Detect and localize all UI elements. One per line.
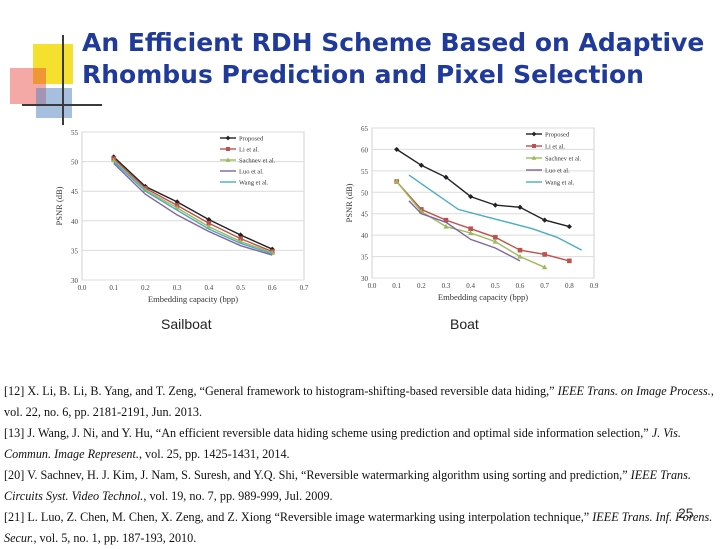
x-tick-label: 0.7 bbox=[300, 284, 309, 292]
x-tick-label: 0.8 bbox=[565, 282, 574, 290]
series-line bbox=[396, 181, 570, 262]
reference-item: [20] V. Sachnev, H. J. Kim, J. Nam, S. S… bbox=[4, 468, 691, 503]
legend-label: Li et al. bbox=[545, 144, 565, 151]
series-line bbox=[113, 156, 273, 250]
legend-label: Sachnev et al. bbox=[545, 156, 582, 163]
y-axis-label: PSNR (dB) bbox=[346, 183, 354, 222]
y-tick-label: 50 bbox=[71, 159, 79, 167]
legend-marker bbox=[531, 155, 537, 160]
x-tick-label: 0.1 bbox=[109, 284, 118, 292]
x-tick-label: 0.2 bbox=[417, 282, 426, 290]
legend-label: Luo et al. bbox=[545, 168, 570, 175]
legend-label: Proposed bbox=[545, 132, 570, 139]
x-tick-label: 0.3 bbox=[173, 284, 182, 292]
legend-marker bbox=[225, 157, 231, 162]
data-point bbox=[517, 247, 523, 253]
x-tick-label: 0.0 bbox=[368, 282, 377, 290]
reference-item: [21] L. Luo, Z. Chen, M. Chen, X. Zeng, … bbox=[4, 510, 713, 545]
sailboat-chart: 30 35 40 45 50 55 0.0 0.1 0.2 0.3 0.4 0.5 0.6 0.7 Embe… bbox=[54, 129, 309, 304]
y-axis-label: PSNR (dB) bbox=[54, 186, 64, 225]
deco-square-yellow bbox=[33, 44, 73, 84]
data-point bbox=[517, 253, 523, 259]
x-tick-label: 0.2 bbox=[141, 284, 150, 292]
series-line bbox=[113, 159, 273, 254]
x-tick-label: 0.4 bbox=[204, 284, 213, 292]
y-tick-label: 40 bbox=[361, 232, 369, 240]
y-tick-label: 45 bbox=[71, 188, 79, 196]
x-tick-label: 0.5 bbox=[491, 282, 500, 290]
data-point bbox=[468, 226, 473, 232]
data-point bbox=[542, 264, 548, 270]
y-tick-label: 35 bbox=[71, 247, 79, 255]
deco-square-blue bbox=[36, 88, 72, 118]
data-point bbox=[517, 204, 523, 210]
x-axis-label: Embedding capacity (bpp) bbox=[438, 292, 528, 302]
x-tick-label: 0.9 bbox=[590, 282, 599, 290]
caption-sailboat: Sailboat bbox=[161, 316, 212, 332]
y-tick-label: 55 bbox=[71, 129, 79, 137]
legend-label: Sachnev et al. bbox=[239, 158, 276, 165]
y-tick-label: 50 bbox=[361, 189, 369, 197]
legend-label: Li et al. bbox=[239, 147, 259, 154]
y-tick-label: 65 bbox=[361, 125, 369, 133]
legend-marker bbox=[531, 131, 537, 137]
data-point bbox=[443, 174, 449, 180]
slide-title: An Efficient RDH Scheme Based on Adaptiv… bbox=[82, 27, 712, 91]
boat-chart: 30 35 40 45 50 55 60 65 0.0 0.1 0.2 0.3 0.4 0.5 0.6 0.7… bbox=[346, 125, 599, 302]
title-line-1: An Efficient RDH Scheme Based on Adaptiv… bbox=[82, 28, 705, 57]
data-point bbox=[468, 230, 474, 235]
data-point bbox=[493, 234, 498, 240]
reference-item: [13] J. Wang, J. Ni, and Y. Hu, “An effi… bbox=[4, 426, 681, 461]
x-tick-label: 0.6 bbox=[516, 282, 525, 290]
legend-label: Luo et al. bbox=[239, 169, 264, 176]
data-point bbox=[111, 157, 117, 163]
x-tick-label: 0.6 bbox=[268, 284, 277, 292]
plot-area bbox=[81, 131, 305, 281]
deco-vertical-line bbox=[62, 35, 64, 125]
series-line bbox=[408, 200, 521, 262]
title-line-2: Rhombus Prediction and Pixel Selection bbox=[82, 60, 644, 89]
legend-label: Proposed bbox=[239, 136, 264, 143]
legend-label: Wang et al. bbox=[545, 180, 575, 187]
x-tick-label: 0.7 bbox=[540, 282, 549, 290]
y-tick-label: 35 bbox=[361, 254, 369, 262]
data-point bbox=[443, 217, 449, 223]
references: [12] X. Li, B. Li, B. Yang, and T. Zeng,… bbox=[0, 381, 716, 549]
y-tick-label: 60 bbox=[361, 146, 369, 154]
x-tick-label: 0.4 bbox=[466, 282, 475, 290]
deco-horizontal-line bbox=[22, 104, 102, 106]
y-tick-label: 30 bbox=[361, 275, 369, 283]
data-point bbox=[238, 236, 243, 241]
x-axis-label: Embedding capacity (bpp) bbox=[148, 294, 238, 304]
x-tick-label: 0.0 bbox=[78, 284, 87, 292]
y-tick-label: 30 bbox=[71, 277, 79, 285]
series-line bbox=[113, 158, 273, 253]
data-point bbox=[542, 252, 547, 257]
y-tick-label: 45 bbox=[361, 211, 369, 219]
series-line bbox=[396, 148, 570, 228]
x-tick-label: 0.1 bbox=[392, 282, 401, 290]
y-tick-label: 40 bbox=[71, 218, 79, 226]
data-point bbox=[443, 223, 449, 229]
data-point bbox=[394, 178, 400, 184]
legend-label: Wang et al. bbox=[239, 180, 269, 187]
data-point bbox=[492, 238, 498, 244]
caption-boat: Boat bbox=[450, 316, 479, 332]
x-tick-label: 0.3 bbox=[442, 282, 451, 290]
reference-item: [12] X. Li, B. Li, B. Yang, and T. Zeng,… bbox=[4, 384, 714, 419]
y-tick-label: 55 bbox=[361, 168, 369, 176]
x-tick-label: 0.5 bbox=[236, 284, 245, 292]
legend-marker bbox=[226, 147, 230, 151]
series-line bbox=[113, 162, 273, 256]
legend-marker bbox=[532, 144, 536, 148]
series-line bbox=[113, 161, 273, 255]
data-point bbox=[206, 220, 212, 226]
plot-area bbox=[371, 127, 595, 279]
data-point bbox=[567, 258, 572, 264]
page-number: 25 bbox=[678, 505, 694, 521]
legend-marker bbox=[225, 135, 231, 141]
series-line bbox=[408, 174, 583, 251]
